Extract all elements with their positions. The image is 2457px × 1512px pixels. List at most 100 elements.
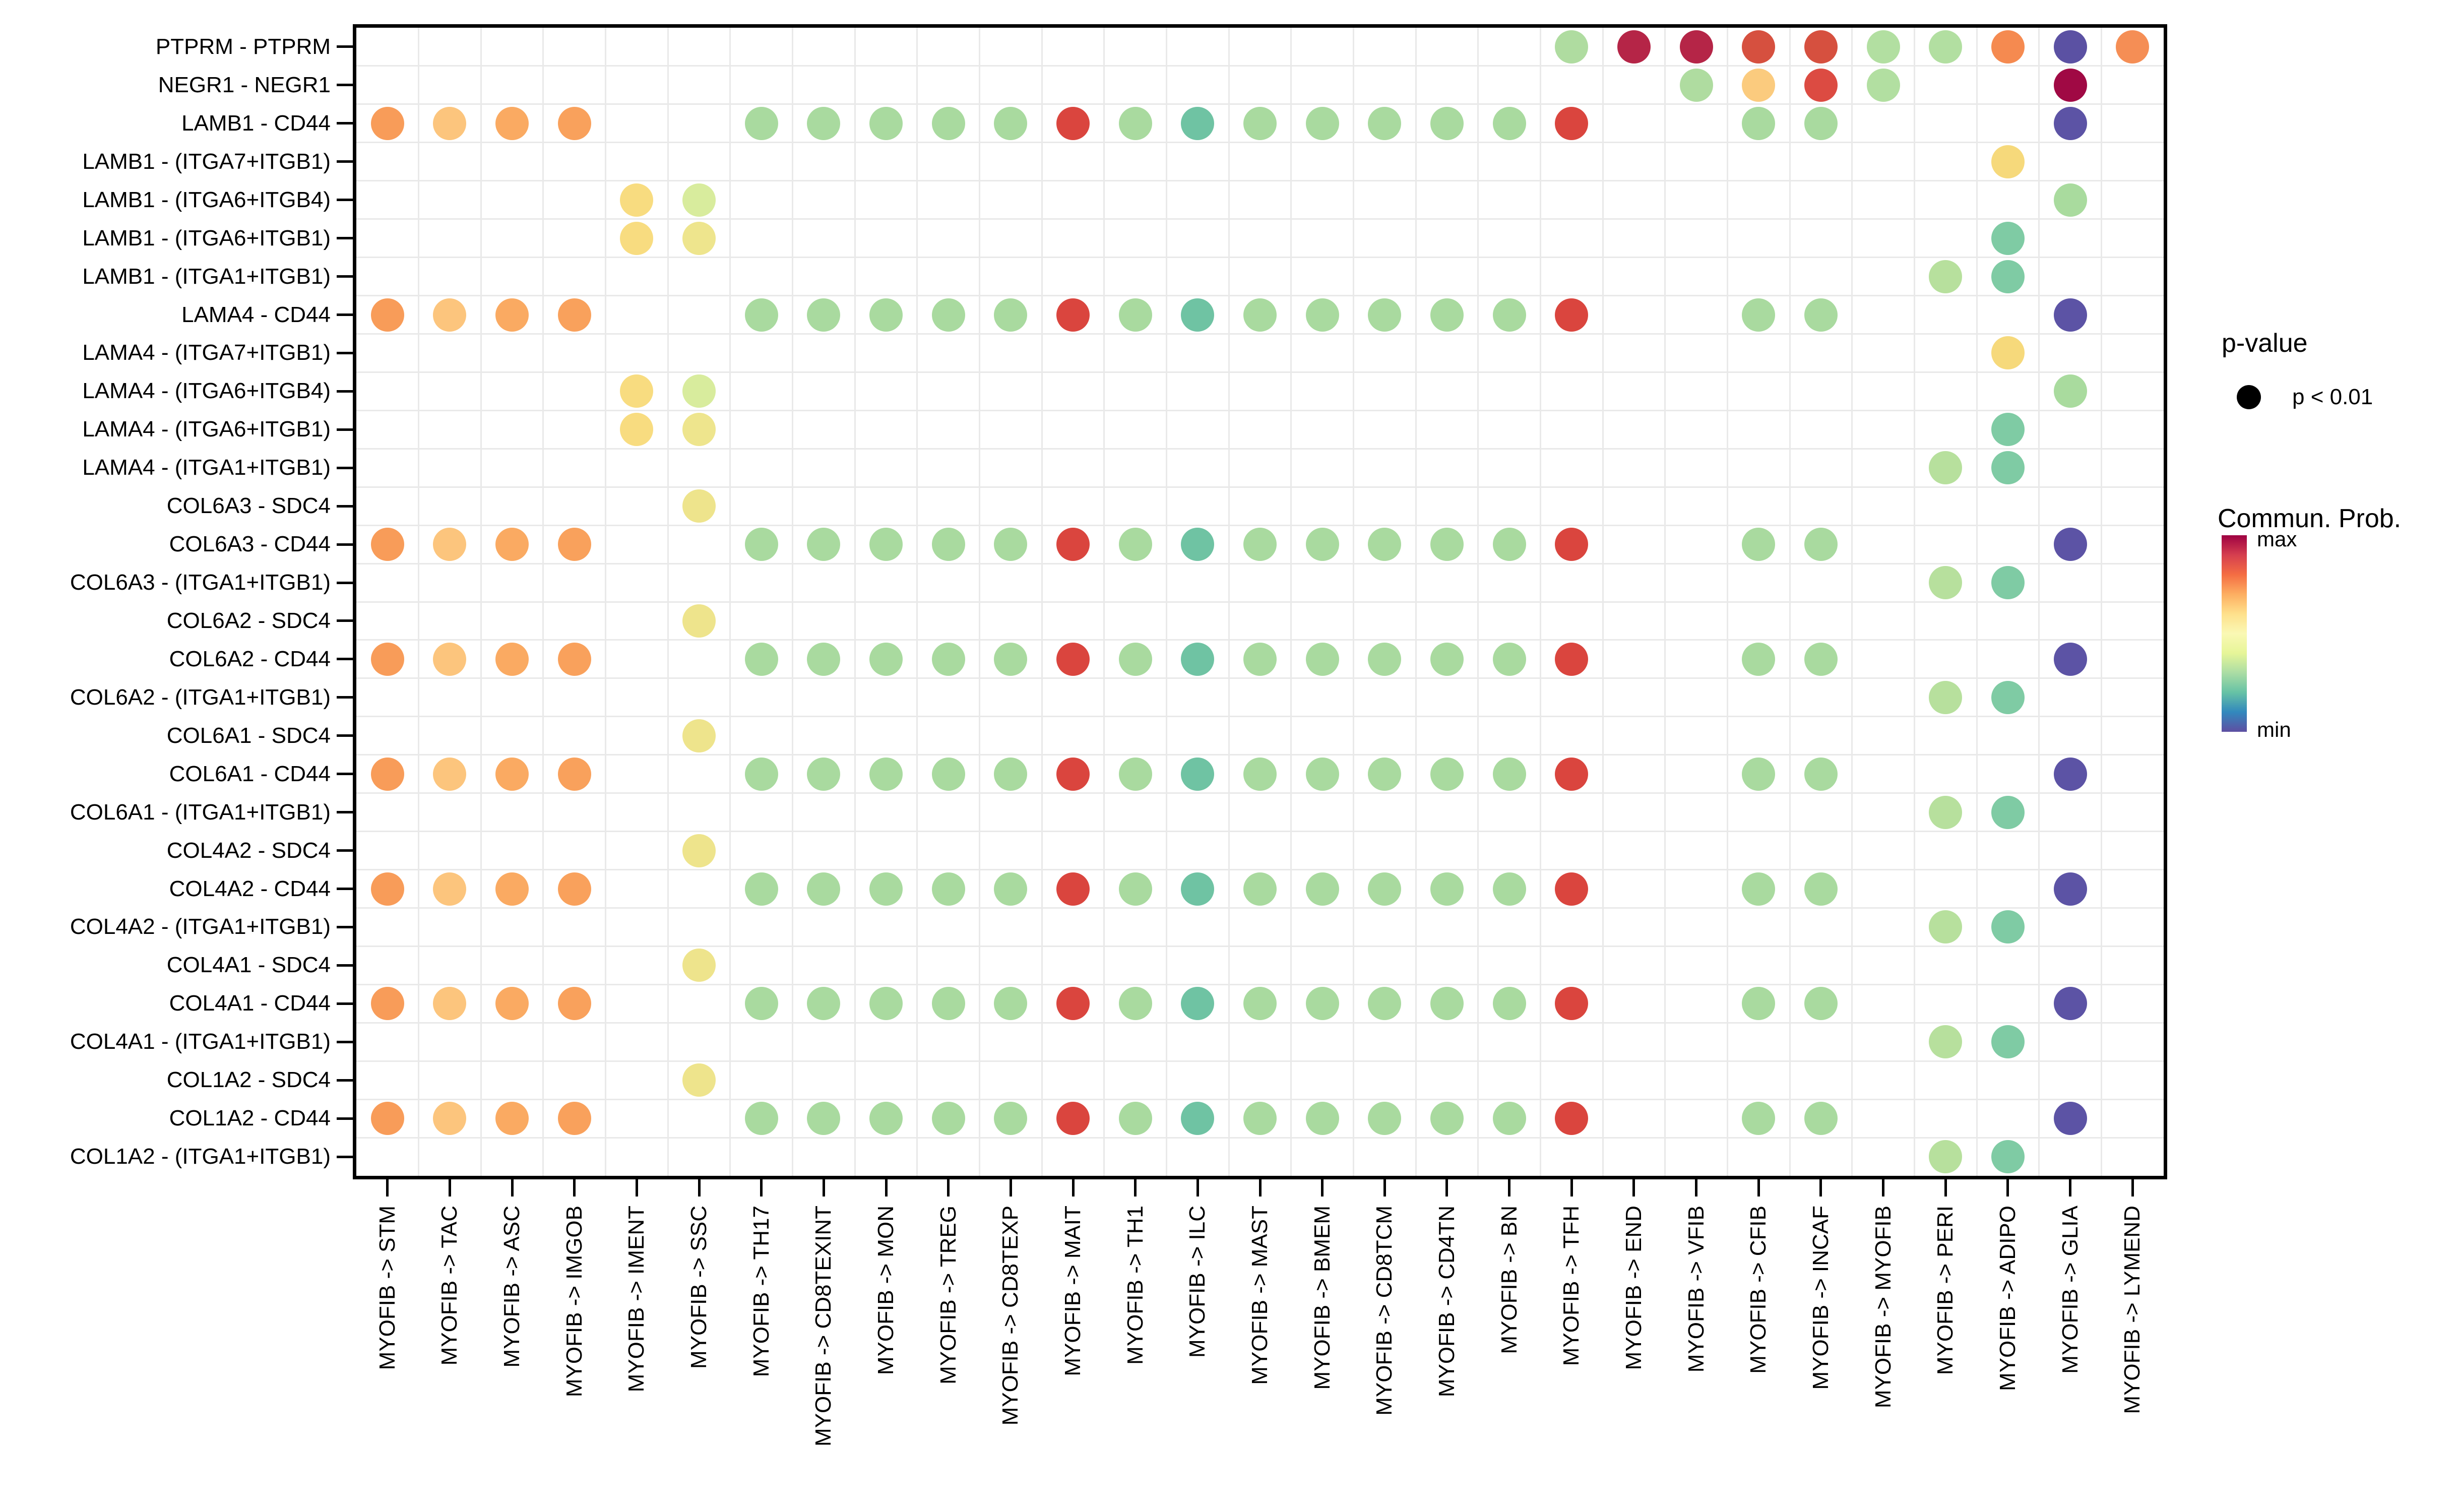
dot — [869, 1102, 903, 1136]
gridline-horizontal — [356, 601, 2164, 603]
dot — [1555, 642, 1589, 676]
dot — [1804, 106, 1838, 140]
legend-pvalue-dot-icon — [2237, 385, 2261, 409]
dot — [994, 987, 1028, 1021]
dot — [807, 987, 841, 1021]
dot — [1181, 872, 1215, 906]
dot — [1991, 1140, 2025, 1174]
dot — [682, 489, 716, 523]
row-label: COL6A3 - SDC4 — [166, 493, 331, 519]
col-label: MYOFIB -> BMEM — [1309, 1206, 1335, 1390]
col-label: MYOFIB -> IMGOB — [561, 1206, 587, 1398]
y-axis-tick — [337, 466, 353, 469]
dot — [1243, 872, 1277, 906]
dot — [744, 872, 778, 906]
dot — [931, 106, 965, 140]
dot — [807, 106, 841, 140]
dot — [1118, 1102, 1152, 1136]
dot — [1679, 30, 1713, 64]
col-label: MYOFIB -> LYMEND — [2120, 1206, 2145, 1414]
dot — [1492, 872, 1526, 906]
dot — [370, 987, 404, 1021]
dot — [2053, 872, 2087, 906]
dot — [620, 374, 654, 408]
dot — [1492, 106, 1526, 140]
dot — [869, 757, 903, 791]
dot — [1991, 30, 2025, 64]
y-axis-tick — [337, 849, 353, 852]
dot — [1243, 106, 1277, 140]
row-label: COL1A2 - (ITGA1+ITGB1) — [70, 1144, 331, 1169]
dot — [1181, 298, 1215, 332]
row-label: PTPRM - PTPRM — [155, 34, 331, 59]
y-axis-tick — [337, 773, 353, 776]
y-axis-tick — [337, 122, 353, 125]
row-label: COL6A3 - (ITGA1+ITGB1) — [70, 570, 331, 595]
dot — [1804, 757, 1838, 791]
dot — [1368, 872, 1402, 906]
row-label: LAMB1 - (ITGA6+ITGB1) — [82, 225, 331, 250]
y-axis-tick — [337, 888, 353, 890]
legend-pvalue-title: p-value — [2222, 329, 2308, 358]
col-label: MYOFIB -> TREG — [935, 1206, 961, 1384]
dot — [557, 987, 591, 1021]
y-axis-tick — [337, 619, 353, 622]
gridline-horizontal — [356, 907, 2164, 909]
gridline-horizontal — [356, 1022, 2164, 1024]
row-label: COL1A2 - CD44 — [169, 1106, 331, 1131]
dot — [1617, 30, 1651, 64]
dot — [1929, 451, 1963, 485]
gridline-horizontal — [356, 562, 2164, 564]
col-label: MYOFIB -> CD8TCM — [1372, 1206, 1397, 1416]
dot — [620, 413, 654, 447]
dot — [1929, 910, 1963, 944]
dot — [370, 872, 404, 906]
dot — [1118, 872, 1152, 906]
dot — [1991, 680, 2025, 714]
gridline-horizontal — [356, 639, 2164, 641]
x-axis-tick — [1196, 1179, 1199, 1196]
gridline-horizontal — [356, 65, 2164, 67]
dot — [1243, 642, 1277, 676]
dot — [869, 642, 903, 676]
dot — [1118, 528, 1152, 561]
row-label: COL6A2 - SDC4 — [166, 608, 331, 633]
gridline-horizontal — [356, 1098, 2164, 1100]
dot — [744, 642, 778, 676]
x-axis-tick — [1757, 1179, 1760, 1196]
dot — [1804, 987, 1838, 1021]
dot — [1492, 298, 1526, 332]
col-label: MYOFIB -> STM — [374, 1206, 400, 1370]
dot — [1430, 987, 1464, 1021]
dot — [433, 528, 467, 561]
dot — [1555, 757, 1589, 791]
dot — [1991, 1025, 2025, 1059]
dot — [1929, 566, 1963, 600]
dot — [2053, 68, 2087, 102]
y-axis-tick — [337, 1155, 353, 1158]
dot — [2053, 106, 2087, 140]
y-axis-tick — [337, 1117, 353, 1120]
dot — [744, 106, 778, 140]
dot — [931, 528, 965, 561]
gridline-horizontal — [356, 869, 2164, 871]
dot — [807, 528, 841, 561]
x-axis-tick — [1632, 1179, 1635, 1196]
dot — [1742, 872, 1776, 906]
dot — [370, 757, 404, 791]
col-label: MYOFIB -> MAIT — [1060, 1206, 1086, 1376]
y-axis-tick — [337, 1040, 353, 1043]
dot — [931, 1102, 965, 1136]
dot — [433, 757, 467, 791]
x-axis-tick — [2131, 1179, 2134, 1196]
dot — [869, 528, 903, 561]
gridline-horizontal — [356, 218, 2164, 220]
dot — [1555, 106, 1589, 140]
dot — [557, 642, 591, 676]
dot — [495, 872, 529, 906]
dot — [370, 642, 404, 676]
dot — [1492, 528, 1526, 561]
dot — [370, 1102, 404, 1136]
row-label: LAMB1 - (ITGA1+ITGB1) — [82, 264, 331, 289]
